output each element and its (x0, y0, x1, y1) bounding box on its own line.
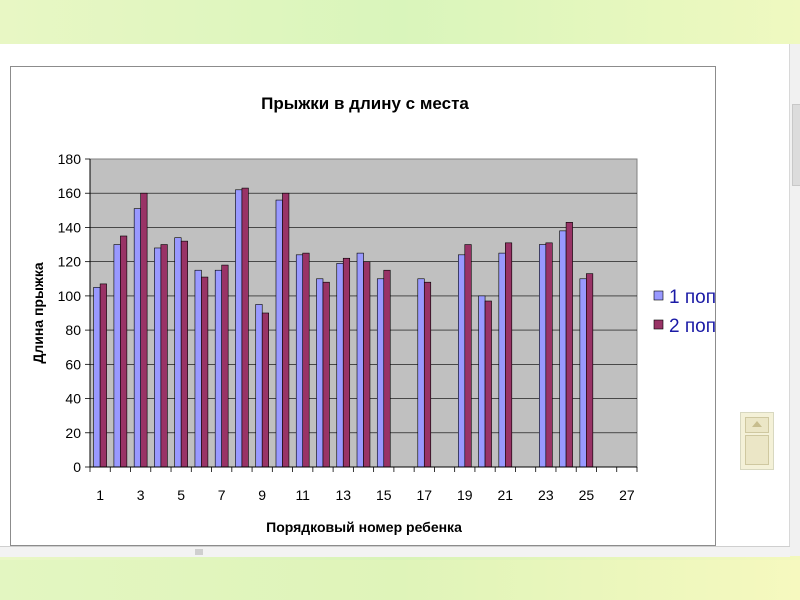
x-tick-label: 13 (335, 487, 351, 503)
bar-2 (464, 244, 472, 468)
bar-2 (241, 187, 249, 468)
chart-title: Прыжки в длину с места (261, 94, 469, 113)
y-tick-label: 160 (58, 185, 82, 201)
x-tick-label: 5 (177, 487, 185, 503)
bar-2 (99, 283, 107, 468)
bar-chart: Прыжки в длину с места 0 20 40 60 80 100 120 14… (30, 94, 758, 535)
legend-label: 2 попытка (669, 316, 715, 337)
bar-1 (174, 237, 182, 468)
bar-1 (356, 252, 364, 468)
bar-2 (180, 240, 188, 468)
x-tick-label: 21 (498, 487, 514, 503)
bar-1 (336, 263, 344, 468)
bar-2 (586, 273, 594, 468)
x-tick-label: 11 (295, 487, 310, 503)
legend-swatch (653, 319, 664, 330)
y-axis-ticks: 0 20 40 60 80 100 120 140 160 180 (58, 151, 90, 475)
bar-1 (498, 252, 506, 468)
previous-slide-button[interactable] (745, 417, 769, 433)
x-tick-label: 25 (579, 487, 595, 503)
bar-1 (579, 278, 587, 468)
bar-1 (133, 208, 141, 468)
bar-1 (154, 247, 162, 468)
horizontal-scrollbar[interactable] (0, 546, 790, 557)
y-tick-label: 120 (58, 254, 82, 270)
bar-1 (113, 244, 121, 468)
horizontal-scroll-thumb[interactable] (195, 549, 203, 555)
slide-bottom-band (0, 560, 800, 600)
bar-1 (376, 278, 385, 468)
bar-1 (194, 269, 202, 468)
bar-2 (565, 222, 573, 468)
bar-2 (302, 252, 310, 468)
x-tick-label: 23 (538, 487, 554, 503)
slide-navigation-widget (740, 412, 774, 470)
y-tick-label: 40 (65, 391, 81, 407)
bars (93, 187, 594, 468)
bar-2 (383, 269, 391, 468)
x-tick-label: 9 (258, 487, 266, 503)
bar-2 (322, 281, 330, 468)
vertical-scroll-thumb[interactable] (792, 104, 800, 186)
x-tick-label: 19 (457, 487, 473, 503)
legend-label: 1 попытка (669, 287, 715, 308)
bar-1 (214, 269, 222, 468)
x-tick-label: 15 (376, 487, 392, 503)
bar-2 (140, 192, 148, 468)
bar-1 (559, 230, 567, 468)
bar-2 (282, 192, 290, 468)
x-axis-label: Порядковый номер ребенка (266, 519, 462, 535)
bar-2 (505, 242, 513, 468)
bar-1 (295, 254, 304, 468)
legend-swatch (653, 290, 664, 301)
y-tick-label: 100 (58, 288, 82, 304)
bar-1 (93, 287, 101, 468)
y-tick-label: 140 (58, 219, 82, 235)
bar-1 (235, 189, 243, 468)
bar-1 (316, 278, 324, 468)
y-tick-label: 0 (73, 459, 81, 475)
bar-1 (275, 199, 283, 468)
y-axis-label: Длина прыжка (30, 262, 46, 364)
bar-2 (545, 242, 553, 468)
bar-2 (484, 300, 492, 468)
bar-2 (221, 264, 229, 468)
bar-2 (423, 281, 432, 468)
x-tick-label: 27 (619, 487, 635, 503)
bar-1 (478, 295, 486, 468)
next-slide-button[interactable] (745, 435, 769, 465)
bar-1 (417, 278, 425, 468)
x-tick-label: 17 (416, 487, 432, 503)
y-tick-label: 80 (65, 322, 81, 338)
y-tick-label: 180 (58, 151, 82, 167)
slide-top-band (0, 0, 800, 44)
x-tick-label: 1 (96, 487, 104, 503)
y-tick-label: 60 (65, 356, 81, 372)
bar-2 (160, 244, 168, 468)
bar-1 (458, 254, 466, 468)
bar-2 (120, 235, 128, 468)
bar-2 (201, 276, 209, 468)
y-tick-label: 20 (65, 425, 81, 441)
chart-frame: Прыжки в длину с места 0 20 40 60 80 100 120 14… (10, 66, 758, 546)
bar-2 (342, 257, 351, 468)
bar-1 (255, 304, 263, 468)
x-axis-ticks: 1 3 5 7 9 11 13 15 17 19 21 23 25 27 (89, 159, 638, 503)
vertical-scrollbar[interactable] (789, 44, 800, 556)
bar-2 (363, 261, 371, 468)
bar-2 (261, 312, 269, 468)
x-tick-label: 3 (137, 487, 145, 503)
x-tick-label: 7 (218, 487, 226, 503)
bar-1 (539, 244, 547, 468)
